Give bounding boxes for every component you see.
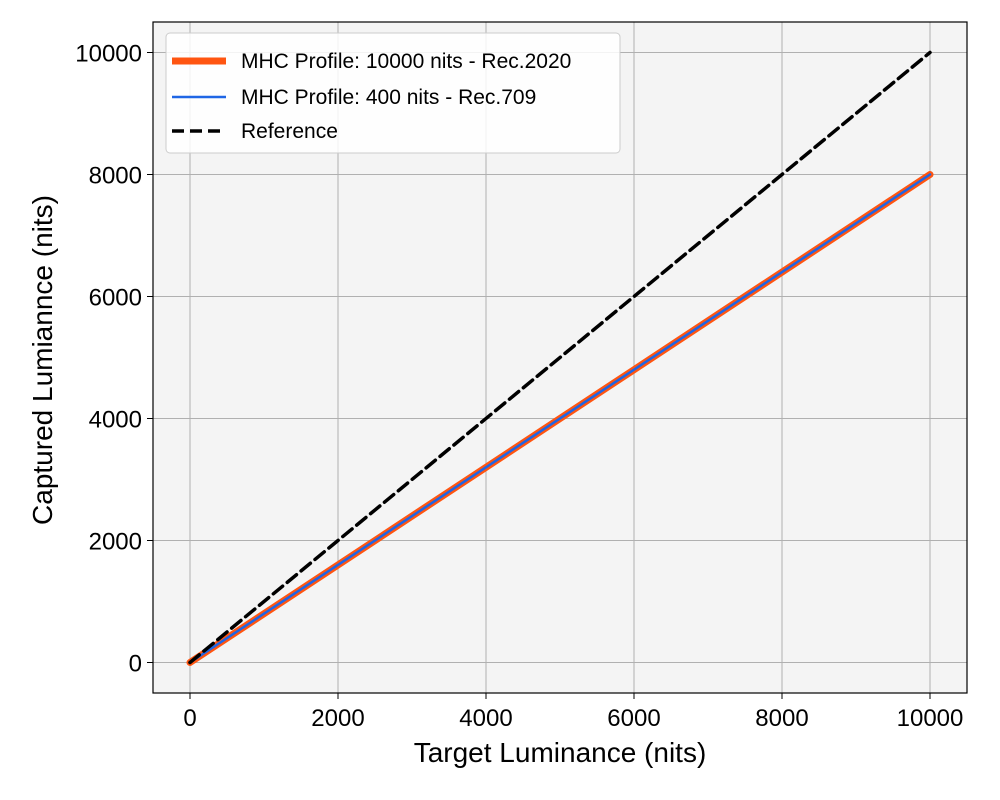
y-tick-label: 4000 — [89, 407, 142, 434]
series-line-reference — [188, 50, 932, 665]
ticks: 0 2000 4000 6000 8000 10000 0 2000 4000 6000 8000 1… — [75, 41, 963, 733]
x-tick-label: 8000 — [755, 705, 808, 732]
x-axis-label: Target Luminance (nits) — [414, 737, 707, 768]
series-group — [186, 50, 934, 666]
x-tick-label: 10000 — [897, 705, 964, 732]
series-line-mhc-400 — [188, 173, 932, 664]
legend-label-mhc-10000: MHC Profile: 10000 nits - Rec.2020 — [241, 50, 571, 73]
plot-frame — [152, 21, 968, 694]
y-tick-label: 0 — [129, 651, 142, 678]
y-axis-label: Captured Lumiannce (nits) — [27, 195, 58, 525]
y-tick-label: 2000 — [89, 529, 142, 556]
x-tick-label: 4000 — [459, 705, 512, 732]
legend: MHC Profile: 10000 nits - Rec.2020 MHC P… — [165, 32, 621, 154]
x-tick-label: 2000 — [311, 705, 364, 732]
legend-label-mhc-400: MHC Profile: 400 nits - Rec.709 — [241, 86, 536, 109]
x-tick-label: 6000 — [607, 705, 660, 732]
y-tick-label: 8000 — [89, 163, 142, 190]
y-tick-label: 6000 — [89, 285, 142, 312]
x-tick-label: 0 — [183, 705, 196, 732]
legend-label-reference: Reference — [241, 120, 338, 143]
y-tick-label: 10000 — [75, 41, 142, 68]
legend-box — [165, 32, 621, 154]
